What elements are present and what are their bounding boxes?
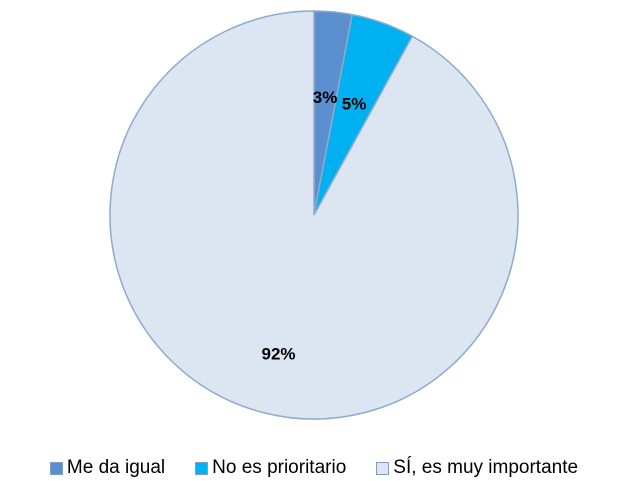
legend-swatch-no-es-prioritario — [195, 461, 209, 475]
data-label-me-da-igual: 3% — [313, 88, 338, 107]
legend-label-me-da-igual: Me da igual — [66, 457, 166, 478]
pie-data-labels: 3% 5% 92% — [261, 88, 366, 363]
pie-slices — [109, 10, 519, 420]
legend-swatch-si-es-muy-importante — [376, 461, 390, 475]
legend-swatch-me-da-igual — [49, 461, 63, 475]
legend-item-si-es-muy-importante: SÍ, es muy importante — [376, 457, 578, 479]
data-label-si-es-muy-importante: 92% — [261, 344, 295, 363]
pie-slice-si-es-muy-importante — [109, 10, 519, 420]
legend-label-no-es-prioritario: No es prioritario — [212, 457, 347, 478]
legend-item-me-da-igual: Me da igual — [49, 457, 166, 479]
legend: Me da igual No es prioritario SÍ, es muy… — [0, 455, 628, 481]
legend-label-si-es-muy-importante: SÍ, es muy importante — [393, 457, 579, 478]
pie-chart-svg: 3% 5% 92% — [109, 10, 519, 420]
legend-item-no-es-prioritario: No es prioritario — [195, 457, 346, 479]
data-label-no-es-prioritario: 5% — [342, 95, 367, 114]
